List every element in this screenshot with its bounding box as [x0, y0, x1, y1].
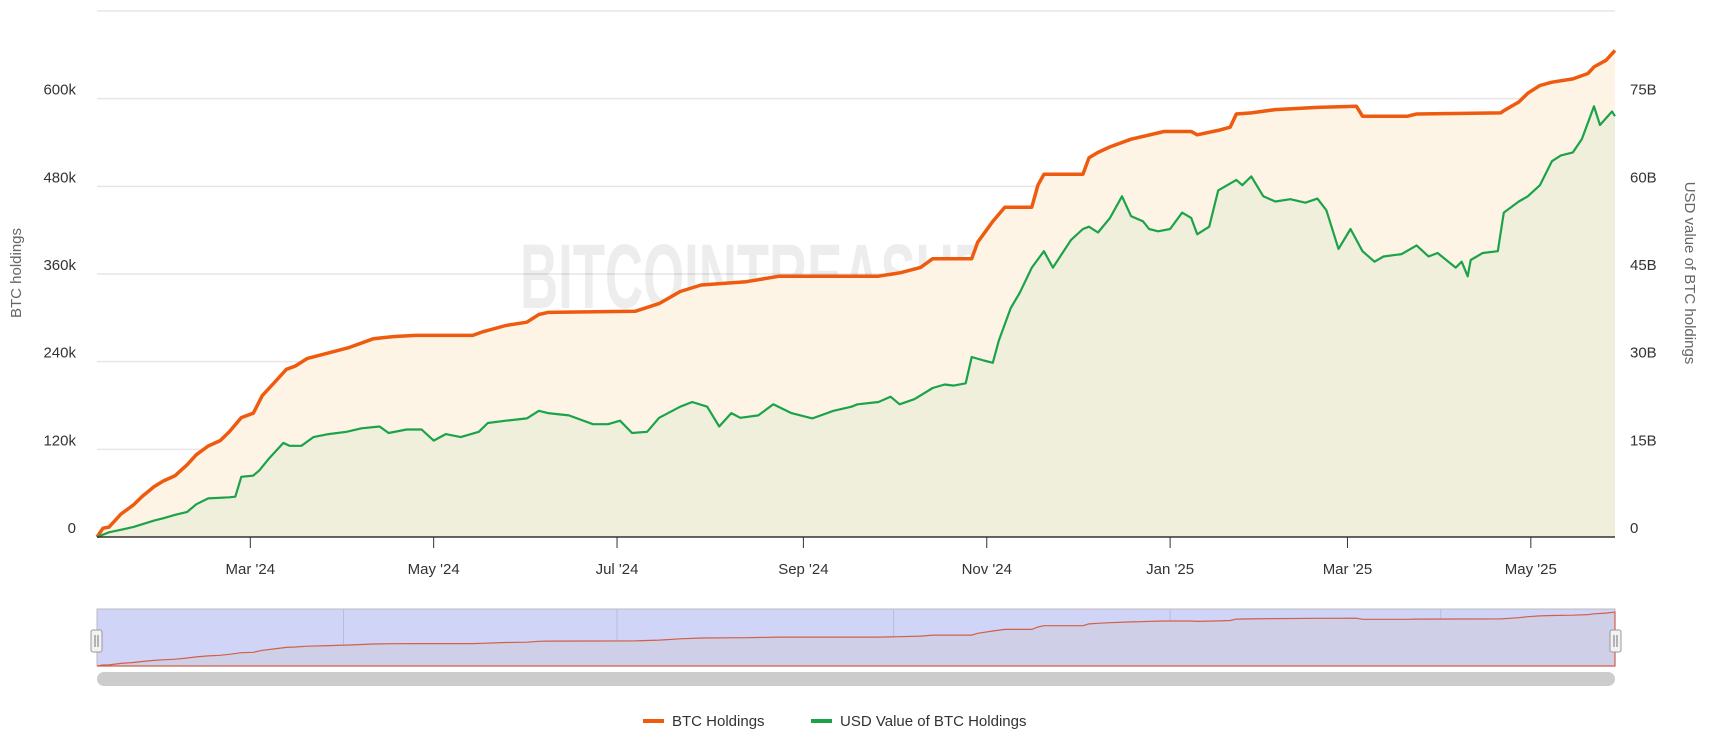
legend-item-btc-holdings[interactable]: BTC Holdings — [643, 713, 765, 730]
y-left-tick-label: 0 — [68, 520, 76, 537]
y-right-tick-label: 45B — [1630, 257, 1657, 274]
y-left-tick-label: 240k — [43, 345, 76, 362]
x-tick-label: Nov '24 — [962, 561, 1012, 578]
y-left-tick-label: 600k — [43, 82, 76, 99]
y-right-tick-label: 75B — [1630, 82, 1657, 99]
y-right-tick-label: 60B — [1630, 169, 1657, 186]
navigator-handle-right[interactable] — [1609, 629, 1622, 653]
y-axis-right-title: USD value of BTC holdings — [1681, 182, 1698, 365]
x-tick-label: May '24 — [408, 561, 460, 578]
y-right-tick-label: 15B — [1630, 432, 1657, 449]
navigator-handle-left[interactable] — [90, 629, 103, 653]
legend-label: BTC Holdings — [672, 713, 765, 730]
x-tick-label: Mar '25 — [1323, 561, 1373, 578]
navigator-series-line — [96, 611, 1616, 667]
y-right-tick-label: 0 — [1630, 520, 1638, 537]
scrollbar[interactable] — [97, 672, 1615, 686]
legend[interactable]: BTC Holdings USD Value of BTC Holdings — [643, 713, 1026, 730]
legend-item-usd-value[interactable]: USD Value of BTC Holdings — [811, 713, 1026, 730]
legend-label: USD Value of BTC Holdings — [840, 713, 1026, 730]
btc-holdings-line[interactable] — [95, 49, 1617, 538]
series-areas — [97, 50, 1615, 538]
usd-value-line[interactable] — [96, 105, 1616, 539]
x-tick-label: Jan '25 — [1146, 561, 1194, 578]
x-tick-label: May '25 — [1505, 561, 1557, 578]
y-left-tick-label: 120k — [43, 432, 76, 449]
usd-value-area — [97, 106, 1615, 538]
y-right-tick-label: 30B — [1630, 345, 1657, 362]
y-axis-right-labels: 0 15B 30B 45B 60B 75B — [1630, 82, 1657, 537]
series-lines — [95, 49, 1617, 539]
x-tick-label: Sep '24 — [778, 561, 828, 578]
y-left-tick-label: 480k — [43, 169, 76, 186]
y-axis-left-title: BTC holdings — [8, 228, 25, 318]
x-tick-label: Mar '24 — [226, 561, 276, 578]
y-axis-left-labels: 0 120k 240k 360k 480k 600k — [43, 82, 76, 537]
x-axis-ticks: Mar '24 May '24 Jul '24 Sep '24 Nov '24 Jan '… — [226, 537, 1557, 578]
y-left-tick-label: 360k — [43, 257, 76, 274]
x-tick-label: Jul '24 — [596, 561, 639, 578]
